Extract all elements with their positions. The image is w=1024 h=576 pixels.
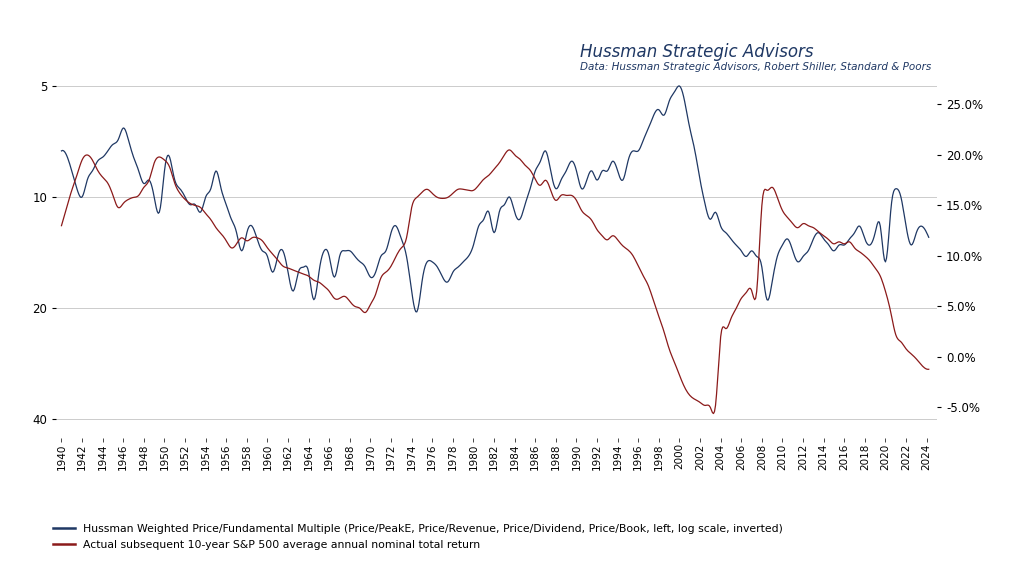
Text: Data: Hussman Strategic Advisors, Robert Shiller, Standard & Poors: Data: Hussman Strategic Advisors, Robert… [581, 62, 932, 72]
Legend: Hussman Weighted Price/Fundamental Multiple (Price/PeakE, Price/Revenue, Price/D: Hussman Weighted Price/Fundamental Multi… [53, 524, 783, 550]
Text: Hussman Strategic Advisors: Hussman Strategic Advisors [581, 43, 814, 61]
